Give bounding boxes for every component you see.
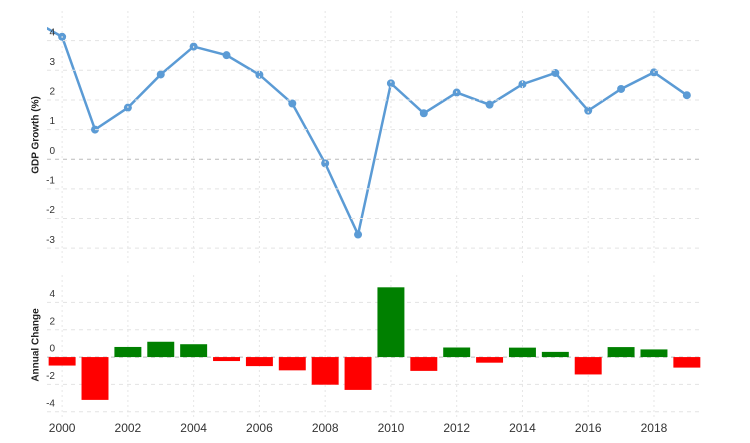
- y-tick-label: -2: [46, 371, 55, 382]
- x-tick-label: 2018: [641, 421, 668, 435]
- point: [419, 109, 428, 118]
- bar: [81, 357, 109, 400]
- y-tick-label: -3: [46, 235, 55, 246]
- bar: [377, 287, 405, 358]
- x-tick-label: 2002: [115, 421, 142, 435]
- y-tick-label: 4: [49, 289, 55, 300]
- y-tick-label: 4: [49, 27, 55, 38]
- line-panel: [25, 14, 691, 239]
- bar: [278, 357, 306, 371]
- bar: [673, 357, 701, 368]
- bar: [410, 357, 438, 371]
- point: [255, 70, 264, 79]
- bar: [508, 347, 536, 358]
- bar: [213, 357, 241, 362]
- point: [617, 84, 626, 93]
- x-tick-label: 2014: [509, 421, 536, 435]
- y-tick-label: 2: [49, 87, 55, 98]
- y-tick-label: 3: [49, 57, 55, 68]
- y-tick-label: 0: [49, 146, 55, 157]
- x-tick-label: 2012: [443, 421, 470, 435]
- bar: [607, 347, 635, 358]
- x-tick-label: 2006: [246, 421, 273, 435]
- point: [354, 230, 363, 239]
- y-tick-label: -2: [46, 205, 55, 216]
- y-tick-label: -1: [46, 176, 55, 187]
- y-tick-label: 1: [49, 116, 55, 127]
- bar: [476, 357, 504, 363]
- y-tick-label: 2: [49, 316, 55, 327]
- bar: [114, 346, 142, 358]
- x-tick-label: 2000: [49, 421, 76, 435]
- point: [386, 79, 395, 88]
- y-tick-label: 0: [49, 344, 55, 355]
- point: [584, 106, 593, 115]
- bar: [574, 357, 602, 375]
- y-axis-title: Annual Change: [31, 308, 42, 382]
- bar: [541, 351, 569, 358]
- point: [682, 91, 691, 100]
- x-tick-label: 2016: [575, 421, 602, 435]
- bar: [344, 357, 372, 390]
- point: [222, 51, 231, 60]
- bar: [640, 349, 668, 358]
- point: [25, 14, 33, 22]
- bar: [180, 344, 208, 358]
- point: [321, 159, 330, 168]
- bar: [311, 357, 339, 385]
- bar: [147, 341, 175, 358]
- y-tick-label: -4: [46, 398, 55, 409]
- x-tick-label: 2008: [312, 421, 339, 435]
- bar: [48, 357, 76, 366]
- point: [518, 80, 527, 89]
- point: [485, 100, 494, 109]
- point: [156, 70, 165, 79]
- x-tick-label: 2010: [378, 421, 405, 435]
- point: [551, 68, 560, 77]
- y-axis-title: GDP Growth (%): [31, 96, 42, 174]
- bar: [245, 357, 273, 367]
- bar: [443, 347, 471, 358]
- x-tick-label: 2004: [180, 421, 207, 435]
- point: [288, 99, 297, 108]
